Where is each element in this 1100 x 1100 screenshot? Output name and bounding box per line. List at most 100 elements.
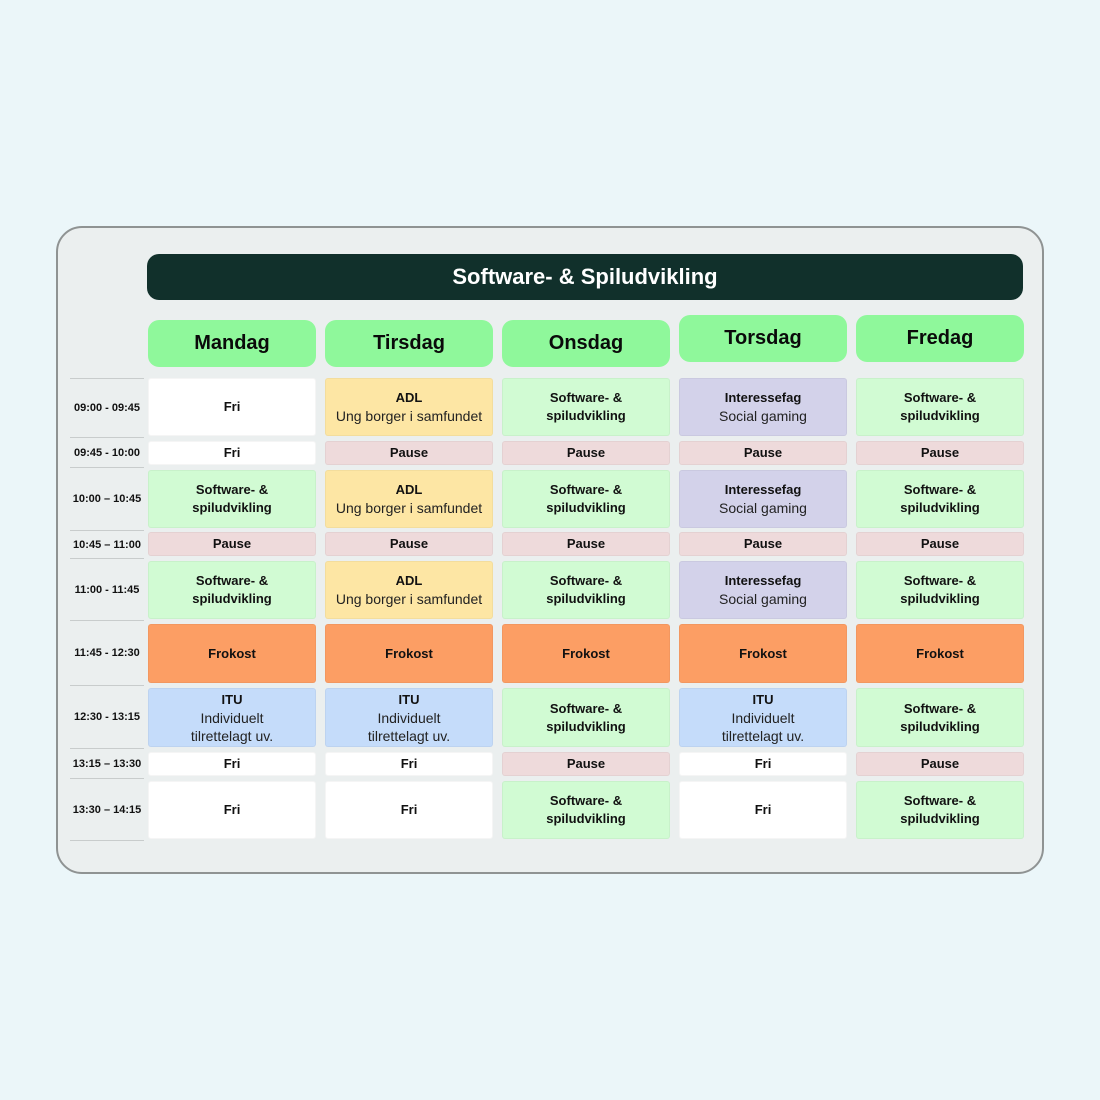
cell-title: Fri	[223, 756, 241, 771]
schedule-cell[interactable]: Software- & spiludvikling	[856, 378, 1024, 436]
time-slot-label: 12:30 - 13:15	[70, 685, 144, 748]
cell-title: Interessefag	[724, 573, 802, 588]
time-slot-label: 13:30 – 14:15	[70, 778, 144, 840]
schedule-cell[interactable]: Pause	[856, 752, 1024, 776]
schedule-cell[interactable]: Software- & spiludvikling	[502, 688, 670, 747]
schedule-cell[interactable]: Software- & spiludvikling	[856, 561, 1024, 619]
schedule-cell[interactable]: Software- & spiludvikling	[502, 470, 670, 528]
cell-title: ITU	[398, 691, 420, 707]
schedule-cell[interactable]: Software- & spiludvikling	[502, 781, 670, 839]
cell-title: Pause	[212, 536, 252, 551]
cell-title: ITU	[221, 691, 243, 707]
day-header-tirsdag: Tirsdag	[325, 320, 493, 367]
time-divider	[70, 840, 144, 841]
cell-title: Frokost	[208, 645, 256, 661]
cell-subtitle: Individuelt tilrettelagt uv.	[721, 709, 805, 744]
cell-title: Fri	[400, 802, 418, 817]
schedule-cell[interactable]: ITU Individuelt tilrettelagt uv.	[325, 688, 493, 747]
schedule-cell[interactable]: Frokost	[679, 624, 847, 683]
schedule-cell[interactable]: Fri	[148, 441, 316, 465]
cell-title: Fri	[223, 802, 241, 817]
cell-title: Pause	[389, 536, 429, 551]
schedule-cell[interactable]: Pause	[856, 532, 1024, 556]
schedule-cell[interactable]: Software- & spiludvikling	[502, 561, 670, 619]
schedule-cell[interactable]: Pause	[679, 441, 847, 465]
schedule-cell[interactable]: Software- & spiludvikling	[856, 688, 1024, 747]
schedule-cell[interactable]: Frokost	[502, 624, 670, 683]
cell-title: Interessefag	[724, 482, 802, 497]
schedule-cell[interactable]: Software- & spiludvikling	[148, 561, 316, 619]
schedule-cell[interactable]: Frokost	[856, 624, 1024, 683]
cell-title: Software- & spiludvikling	[546, 482, 626, 515]
time-slot-label: 10:45 – 11:00	[70, 530, 144, 558]
cell-title: Software- & spiludvikling	[546, 390, 626, 423]
schedule-cell[interactable]: ADL Ung borger i samfundet	[325, 561, 493, 619]
cell-title: Software- & spiludvikling	[192, 573, 272, 606]
cell-title: Software- & spiludvikling	[900, 793, 980, 826]
day-header-mandag: Mandag	[148, 320, 316, 367]
schedule-cell[interactable]: ADL Ung borger i samfundet	[325, 378, 493, 436]
schedule-cell[interactable]: Interessefag Social gaming	[679, 561, 847, 619]
time-slot-label: 13:15 – 13:30	[70, 748, 144, 778]
schedule-cell[interactable]: Pause	[502, 752, 670, 776]
time-slot-label: 09:45 - 10:00	[70, 437, 144, 467]
cell-subtitle: Social gaming	[719, 500, 807, 516]
schedule-cell[interactable]: Software- & spiludvikling	[856, 470, 1024, 528]
cell-title: Fri	[223, 399, 241, 414]
schedule-cell[interactable]: Software- & spiludvikling	[502, 378, 670, 436]
page-title: Software- & Spiludvikling	[147, 254, 1023, 300]
cell-subtitle: Individuelt tilrettelagt uv.	[190, 709, 274, 744]
schedule-cell[interactable]: ADL Ung borger i samfundet	[325, 470, 493, 528]
schedule-cell[interactable]: Interessefag Social gaming	[679, 470, 847, 528]
cell-title: Fri	[754, 756, 772, 771]
schedule-cell[interactable]: Fri	[679, 752, 847, 776]
schedule-cell[interactable]: Software- & spiludvikling	[856, 781, 1024, 839]
schedule-cell[interactable]: Pause	[148, 532, 316, 556]
cell-title: Software- & spiludvikling	[900, 573, 980, 606]
cell-subtitle: Ung borger i samfundet	[335, 408, 483, 424]
cell-title: Pause	[920, 536, 960, 551]
cell-title: Software- & spiludvikling	[546, 793, 626, 826]
cell-subtitle: Ung borger i samfundet	[335, 500, 483, 516]
day-header-fredag: Fredag	[856, 315, 1024, 362]
cell-title: Pause	[743, 445, 783, 460]
schedule-cell[interactable]: ITU Individuelt tilrettelagt uv.	[679, 688, 847, 747]
cell-title: Pause	[743, 536, 783, 551]
cell-title: Fri	[223, 445, 241, 460]
schedule-cell[interactable]: Pause	[502, 532, 670, 556]
cell-title: Pause	[566, 756, 606, 771]
schedule-cell[interactable]: Fri	[148, 781, 316, 839]
schedule-cell[interactable]: Interessefag Social gaming	[679, 378, 847, 436]
cell-title: ADL	[395, 390, 423, 405]
time-slot-label: 10:00 – 10:45	[70, 467, 144, 530]
cell-title: Pause	[920, 756, 960, 771]
schedule-cell[interactable]: Fri	[325, 781, 493, 839]
cell-title: Frokost	[562, 645, 610, 661]
day-header-onsdag: Onsdag	[502, 320, 670, 367]
schedule-cell[interactable]: Software- & spiludvikling	[148, 470, 316, 528]
schedule-cell[interactable]: Frokost	[148, 624, 316, 683]
cell-title: Frokost	[739, 645, 787, 661]
cell-title: Fri	[400, 756, 418, 771]
cell-title: Pause	[566, 445, 606, 460]
schedule-cell[interactable]: Fri	[325, 752, 493, 776]
cell-subtitle: Individuelt tilrettelagt uv.	[367, 709, 451, 744]
schedule-cell[interactable]: Pause	[856, 441, 1024, 465]
cell-title: Interessefag	[724, 390, 802, 405]
schedule-cell[interactable]: Frokost	[325, 624, 493, 683]
cell-title: Pause	[566, 536, 606, 551]
cell-subtitle: Social gaming	[719, 408, 807, 424]
cell-title: Software- & spiludvikling	[546, 573, 626, 606]
cell-title: Software- & spiludvikling	[900, 482, 980, 515]
schedule-cell[interactable]: ITU Individuelt tilrettelagt uv.	[148, 688, 316, 747]
schedule-cell[interactable]: Pause	[502, 441, 670, 465]
cell-title: Software- & spiludvikling	[546, 700, 626, 734]
schedule-cell[interactable]: Fri	[679, 781, 847, 839]
cell-title: Frokost	[385, 645, 433, 661]
schedule-cell[interactable]: Pause	[679, 532, 847, 556]
schedule-cell[interactable]: Fri	[148, 752, 316, 776]
schedule-cell[interactable]: Fri	[148, 378, 316, 436]
schedule-cell[interactable]: Pause	[325, 441, 493, 465]
schedule-cell[interactable]: Pause	[325, 532, 493, 556]
cell-title: Software- & spiludvikling	[900, 700, 980, 734]
